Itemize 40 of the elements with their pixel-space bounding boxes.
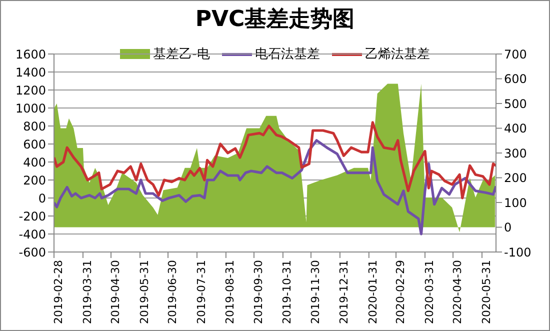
y2-tick-label: 700	[504, 47, 527, 62]
y-tick-label: 200	[23, 173, 46, 188]
x-tick-label: 2019-03-31	[80, 260, 94, 324]
x-tick-label: 2020-04-30	[450, 260, 464, 324]
x-tick-label: 2019-10-31	[280, 260, 294, 324]
line-series	[54, 121, 496, 200]
x-tick-label: 2019-06-30	[166, 260, 179, 324]
y2-tick-label: 100	[504, 196, 527, 210]
chart-title: PVC基差走势图	[194, 6, 356, 34]
y-tick-label: 1600	[15, 47, 46, 62]
y2-tick-label: 300	[504, 146, 527, 160]
y2-tick-label: 500	[504, 96, 527, 111]
x-tick-label: 2019-12-31	[338, 260, 351, 324]
x-tick-label: 2019-07-31	[194, 260, 208, 324]
y-tick-label: 0	[38, 191, 46, 206]
y-tick-label: 1400	[15, 65, 46, 80]
y2-tick-label: 0	[504, 220, 512, 235]
y-tick-label: 400	[23, 155, 46, 170]
x-tick-label: 2019-09-30	[252, 260, 265, 324]
x-tick-label: 2020-01-31	[366, 260, 380, 324]
y-tick-label: 800	[23, 119, 46, 134]
x-tick-label: 2020-03-31	[422, 260, 436, 324]
y-tick-label: -400	[18, 227, 46, 242]
x-tick-label: 2020-02-29	[394, 260, 407, 324]
x-tick-label: 2019-08-31	[224, 260, 237, 324]
x-tick-label: 2019-11-30	[308, 260, 322, 324]
x-tick-label: 2019-05-31	[138, 260, 151, 324]
y2-tick-label: 400	[504, 122, 527, 136]
y-tick-label: -600	[18, 245, 46, 260]
line-series	[54, 139, 496, 236]
x-tick-label: 2020-05-31	[480, 260, 493, 324]
x-tick-label: 2019-02-28	[52, 260, 65, 324]
y2-tick-label: -100	[504, 245, 532, 260]
y2-tick-label: 200	[504, 171, 527, 186]
y-tick-label: -200	[18, 209, 46, 224]
x-tick-label: 2019-04-30	[108, 260, 122, 324]
y-tick-label: 1000	[15, 101, 46, 116]
y2-tick-label: 600	[504, 72, 527, 86]
y-tick-label: 1200	[15, 83, 46, 98]
y-tick-label: 600	[23, 137, 46, 152]
